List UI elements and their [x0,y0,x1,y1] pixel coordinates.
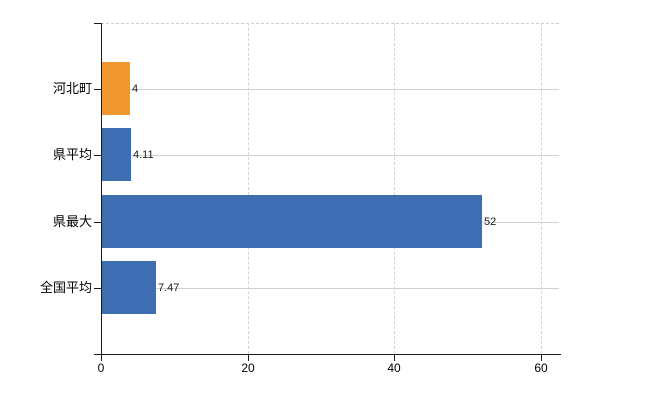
y-axis-tick [94,222,101,223]
category-label: 全国平均 [39,280,92,295]
category-gridline [101,288,559,289]
bar-2[interactable] [101,128,131,181]
bar-3[interactable] [101,195,482,248]
x-gridline [394,23,395,354]
x-axis-tick [101,354,102,361]
x-axis-tick [541,354,542,361]
bar-1[interactable] [101,62,130,115]
y-axis-tick [94,155,101,156]
x-tick-label: 20 [241,361,255,375]
bar-value-label: 4 [132,83,139,95]
x-gridline [541,23,542,354]
x-tick-label: 40 [387,361,401,375]
x-axis-tick [248,354,249,361]
bar-4[interactable] [101,261,156,314]
category-label: 県平均 [52,147,92,162]
x-gridline [248,23,249,354]
x-tick-label: 0 [97,361,105,375]
plot-area: 4 4.11 52 7.47 [101,23,560,354]
x-axis-line [94,354,561,355]
bar-value-label: 4.11 [133,149,154,161]
bar-value-label: 52 [484,216,497,228]
bar-value-label: 7.47 [158,282,180,294]
y-axis-tick [94,89,101,90]
category-gridline [101,155,559,156]
y-axis-tick [94,23,101,24]
y-axis-line [101,23,102,355]
y-axis-tick [94,288,101,289]
category-label: 県最大 [52,214,92,229]
category-label: 河北町 [52,81,92,96]
x-axis-tick [394,354,395,361]
plot-top-border [101,23,559,24]
category-gridline [101,89,559,90]
x-tick-label: 60 [534,361,548,375]
